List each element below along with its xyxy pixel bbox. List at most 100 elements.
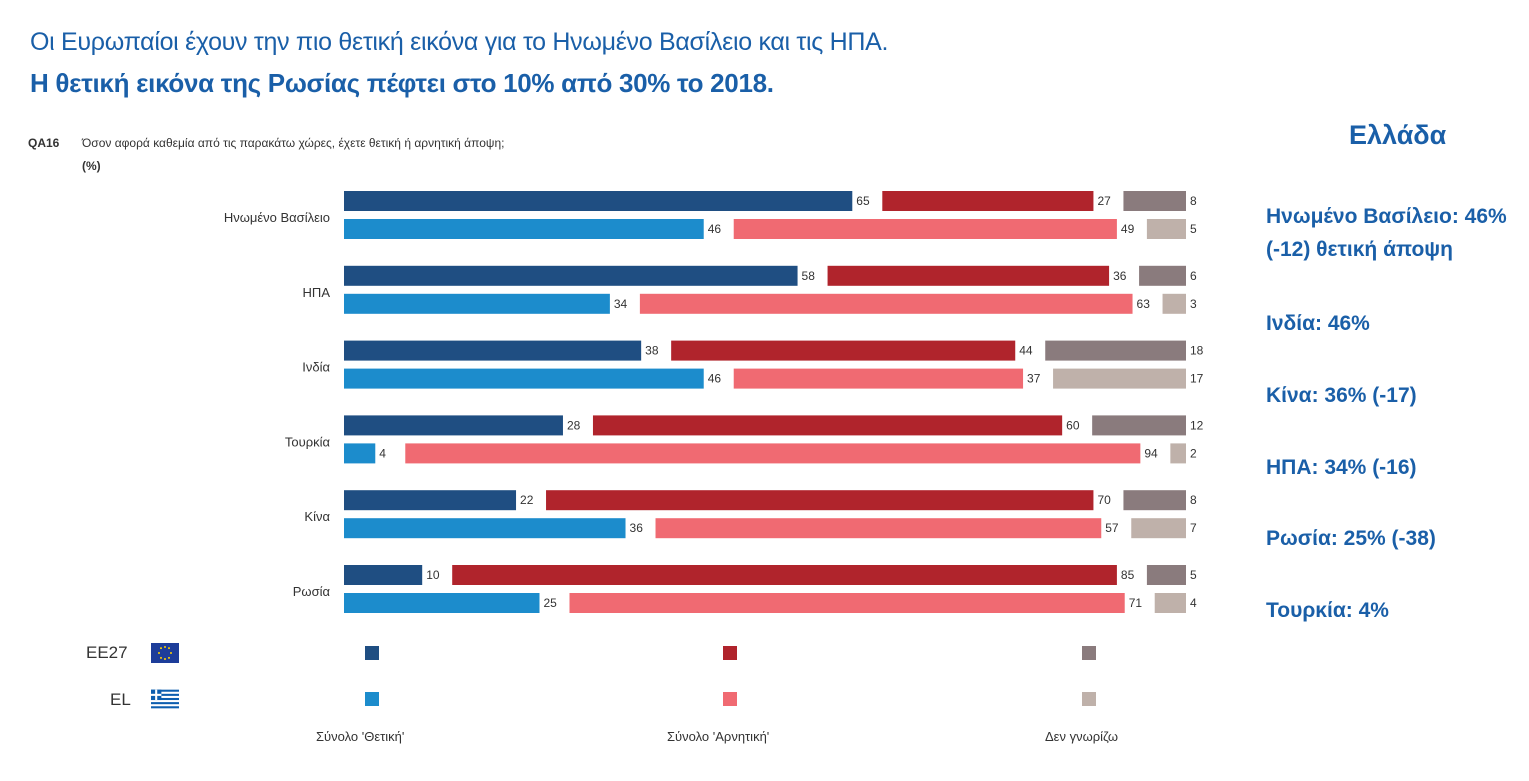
legend-row-ee27: EE27	[86, 643, 128, 662]
side-item-usa: ΗΠΑ: 34% (-16)	[1266, 456, 1417, 479]
bar-el-negative	[733, 219, 1117, 239]
category-label: Ινδία	[302, 360, 330, 375]
title-line-2: Η θετική εικόνα της Ρωσίας πέφτει στο 10…	[30, 68, 774, 98]
legend-swatch-el-positive	[365, 692, 379, 706]
value-el-negative: 94	[1144, 446, 1158, 460]
value-el-negative: 57	[1105, 521, 1119, 535]
value-ee27-negative: 27	[1097, 194, 1111, 208]
bar-ee27-positive	[344, 565, 423, 585]
value-el-dont-know: 5	[1190, 222, 1197, 236]
value-ee27-negative: 44	[1019, 344, 1033, 358]
bar-el-dont-know	[1162, 293, 1186, 314]
bar-el-negative	[655, 518, 1102, 539]
side-item-russia: Ρωσία: 25% (-38)	[1266, 527, 1436, 550]
bar-ee27-dont-know	[1123, 490, 1186, 511]
question-code: QA16	[28, 136, 60, 150]
legend-label-dont-know: Δεν γνωρίζω	[1045, 729, 1119, 744]
side-item-turkey: Τουρκία: 4%	[1266, 599, 1389, 622]
bar-ee27-dont-know	[1092, 415, 1186, 436]
bar-el-dont-know	[1154, 593, 1186, 613]
value-el-negative: 71	[1129, 596, 1143, 610]
value-ee27-positive: 22	[520, 493, 534, 507]
value-el-positive: 36	[630, 521, 644, 535]
bar-el-positive	[344, 368, 704, 389]
bar-el-positive	[344, 443, 376, 464]
bar-el-positive	[344, 293, 610, 314]
value-ee27-positive: 65	[856, 194, 870, 208]
value-el-dont-know: 7	[1190, 521, 1197, 535]
bar-ee27-positive	[344, 490, 517, 511]
legend-label-negative: Σύνολο 'Αρνητική'	[667, 729, 770, 744]
question-text: Όσον αφορά καθεμία από τις παρακάτω χώρε…	[82, 136, 505, 150]
bar-ee27-negative	[827, 265, 1110, 286]
value-ee27-positive: 10	[426, 568, 440, 582]
category-label: Ρωσία	[293, 584, 331, 599]
legend-swatch-ee27-dont-know	[1082, 646, 1096, 660]
question-unit: (%)	[82, 159, 101, 173]
bar-el-negative	[733, 368, 1024, 389]
category-label: Κίνα	[304, 509, 330, 524]
value-el-positive: 4	[379, 446, 386, 460]
bar-el-positive	[344, 593, 540, 613]
legend-swatch-ee27-positive	[365, 646, 379, 660]
bar-ee27-positive	[344, 191, 853, 211]
bar-ee27-negative	[546, 490, 1094, 511]
value-ee27-negative: 36	[1113, 269, 1127, 283]
side-item-india: Ινδία: 46%	[1266, 312, 1370, 335]
bar-ee27-negative	[882, 191, 1094, 211]
value-el-negative: 37	[1027, 372, 1041, 386]
value-el-dont-know: 2	[1190, 446, 1197, 460]
category-label: ΗΠΑ	[303, 285, 331, 300]
value-ee27-negative: 70	[1097, 493, 1111, 507]
value-el-dont-know: 4	[1190, 596, 1197, 610]
value-ee27-dont-know: 6	[1190, 269, 1197, 283]
value-el-dont-know: 3	[1190, 297, 1197, 311]
bar-el-dont-know	[1053, 368, 1186, 389]
value-el-positive: 34	[614, 297, 628, 311]
bar-el-negative	[405, 443, 1141, 464]
value-ee27-negative: 60	[1066, 418, 1080, 432]
bar-el-dont-know	[1131, 518, 1186, 539]
bar-ee27-dont-know	[1146, 565, 1186, 585]
value-ee27-positive: 58	[802, 269, 816, 283]
bar-el-dont-know	[1146, 219, 1186, 239]
greek-flag-icon	[151, 689, 179, 709]
category-label: Ηνωμένο Βασίλειο	[224, 210, 330, 225]
bar-ee27-dont-know	[1139, 265, 1186, 286]
legend-swatch-el-dont-know	[1082, 692, 1096, 706]
eu-flag-icon	[151, 643, 179, 663]
value-el-positive: 46	[708, 372, 722, 386]
legend-row-el: EL	[110, 690, 131, 709]
value-ee27-positive: 38	[645, 344, 659, 358]
value-el-positive: 46	[708, 222, 722, 236]
bar-ee27-positive	[344, 415, 563, 436]
bar-ee27-negative	[671, 340, 1016, 361]
side-panel-title: Ελλάδα	[1349, 120, 1447, 150]
value-ee27-dont-know: 8	[1190, 493, 1197, 507]
category-label: Τουρκία	[285, 434, 331, 449]
bar-ee27-negative	[452, 565, 1117, 585]
value-ee27-dont-know: 12	[1190, 418, 1204, 432]
title-line-1: Οι Ευρωπαίοι έχουν την πιο θετική εικόνα…	[30, 28, 889, 56]
value-el-negative: 49	[1121, 222, 1135, 236]
bar-el-negative	[639, 293, 1133, 314]
value-ee27-negative: 85	[1121, 568, 1135, 582]
side-item-uk: Ηνωμένο Βασίλειο: 46% (-12) θετική άποψη	[1266, 205, 1507, 261]
bar-el-dont-know	[1170, 443, 1186, 464]
value-el-positive: 25	[544, 596, 558, 610]
bar-ee27-positive	[344, 265, 798, 286]
value-el-negative: 63	[1137, 297, 1151, 311]
value-ee27-dont-know: 8	[1190, 194, 1197, 208]
bar-el-negative	[569, 593, 1125, 613]
legend-label-positive: Σύνολο 'Θετική'	[316, 729, 405, 744]
value-ee27-dont-know: 5	[1190, 568, 1197, 582]
bar-ee27-positive	[344, 340, 642, 361]
bar-ee27-dont-know	[1045, 340, 1186, 361]
bar-ee27-dont-know	[1123, 191, 1186, 211]
side-item-china: Κίνα: 36% (-17)	[1266, 384, 1417, 407]
bar-ee27-negative	[592, 415, 1063, 436]
value-ee27-positive: 28	[567, 418, 581, 432]
legend-swatch-ee27-negative	[723, 646, 737, 660]
value-ee27-dont-know: 18	[1190, 344, 1204, 358]
